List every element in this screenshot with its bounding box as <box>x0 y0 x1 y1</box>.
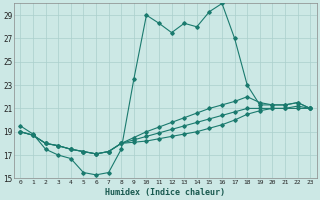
X-axis label: Humidex (Indice chaleur): Humidex (Indice chaleur) <box>105 188 225 197</box>
